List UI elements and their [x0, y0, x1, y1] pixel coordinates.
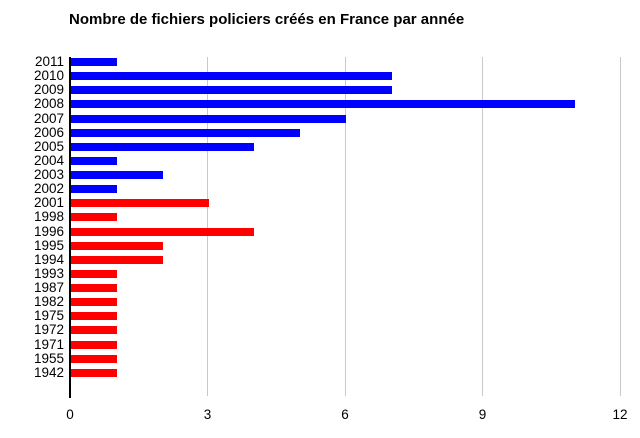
bar-row: [71, 97, 621, 111]
bar-2008: [71, 100, 576, 109]
y-tick-label: 2010: [33, 68, 64, 84]
x-tick-label: 12: [612, 407, 628, 422]
y-tick-label: 2005: [33, 138, 64, 154]
bar-row: [71, 366, 621, 380]
bar-row: [71, 182, 621, 196]
y-tick-label: 2006: [33, 124, 64, 140]
bar-1975: [71, 312, 117, 321]
bar-1998: [71, 213, 117, 222]
x-tick-label: 3: [203, 407, 212, 422]
bar-2004: [71, 156, 117, 165]
bar-row: [71, 309, 621, 323]
bar-2002: [71, 185, 117, 194]
y-tick-label: 1955: [33, 350, 64, 366]
gridline: [344, 57, 346, 396]
bar-row: [71, 323, 621, 337]
bar-row: [71, 154, 621, 168]
bar-row: [71, 112, 621, 126]
bar-row: [71, 352, 621, 366]
bar-2006: [71, 128, 301, 137]
bar-1994: [71, 255, 163, 264]
bar-2010: [71, 72, 392, 81]
x-tick-label: 0: [66, 407, 74, 422]
bar-row: [71, 253, 621, 267]
y-tick-label: 2011: [34, 54, 64, 69]
y-tick-label: 2004: [33, 152, 64, 168]
y-axis-labels: 2011 2010 2009 2008 2007 2006 2005 2004 2003 2002…: [0, 54, 64, 380]
y-tick-label: 1971: [33, 336, 64, 352]
y-tick-label: 2009: [33, 82, 64, 98]
y-tick-label: 1942: [33, 364, 64, 380]
bar-row: [71, 281, 621, 295]
bar-1971: [71, 340, 117, 349]
bar-row: [71, 225, 621, 239]
bar-1995: [71, 241, 163, 250]
y-tick-label: 2002: [33, 181, 64, 197]
bar-row: [71, 338, 621, 352]
bar-row: [71, 196, 621, 210]
bar-1987: [71, 284, 117, 293]
y-tick-label: 1995: [33, 237, 64, 253]
y-tick-label: 1982: [33, 294, 64, 310]
bar-row: [71, 140, 621, 154]
y-tick-label: 1987: [33, 280, 64, 295]
y-tick-label: 2007: [33, 110, 64, 126]
bar-row: [71, 126, 621, 140]
gridline: [482, 57, 483, 396]
bar-1996: [71, 227, 255, 236]
bar-2007: [71, 114, 346, 123]
bar-1982: [71, 298, 117, 307]
chart-title: Nombre de fichiers policiers créés en Fr…: [69, 11, 465, 28]
y-tick-label: 1996: [33, 223, 64, 239]
y-tick-label: 2001: [33, 195, 64, 211]
x-tick-label: 6: [341, 407, 349, 422]
bar-2011: [71, 58, 117, 67]
bar-2001: [71, 199, 209, 208]
y-tick-label: 1993: [33, 265, 64, 281]
bar-row: [71, 210, 621, 224]
gridline: [619, 57, 621, 396]
x-tick-label: 9: [478, 407, 487, 422]
y-tick-label: 2008: [33, 96, 64, 112]
y-tick-label: 1975: [33, 308, 64, 324]
y-axis-line: [69, 57, 71, 398]
gridline: [207, 57, 208, 396]
bar-rows: [71, 55, 621, 380]
bar-2003: [71, 171, 163, 180]
bar-2005: [71, 142, 255, 151]
bar-2009: [71, 86, 392, 95]
bar-row: [71, 267, 621, 281]
bar-row: [71, 239, 621, 253]
bar-1972: [71, 326, 117, 335]
bar-1942: [71, 368, 117, 377]
y-tick-label: 1994: [33, 251, 64, 267]
bar-row: [71, 55, 621, 69]
bar-1955: [71, 354, 117, 363]
y-tick-label: 1972: [33, 322, 64, 338]
bar-row: [71, 295, 621, 309]
plot-area: [69, 55, 621, 398]
bar-row: [71, 168, 621, 182]
bar-row: [71, 83, 621, 97]
bar-1993: [71, 269, 117, 278]
y-tick-label: 1998: [33, 209, 64, 225]
bar-row: [71, 69, 621, 83]
y-tick-label: 2003: [33, 167, 64, 182]
